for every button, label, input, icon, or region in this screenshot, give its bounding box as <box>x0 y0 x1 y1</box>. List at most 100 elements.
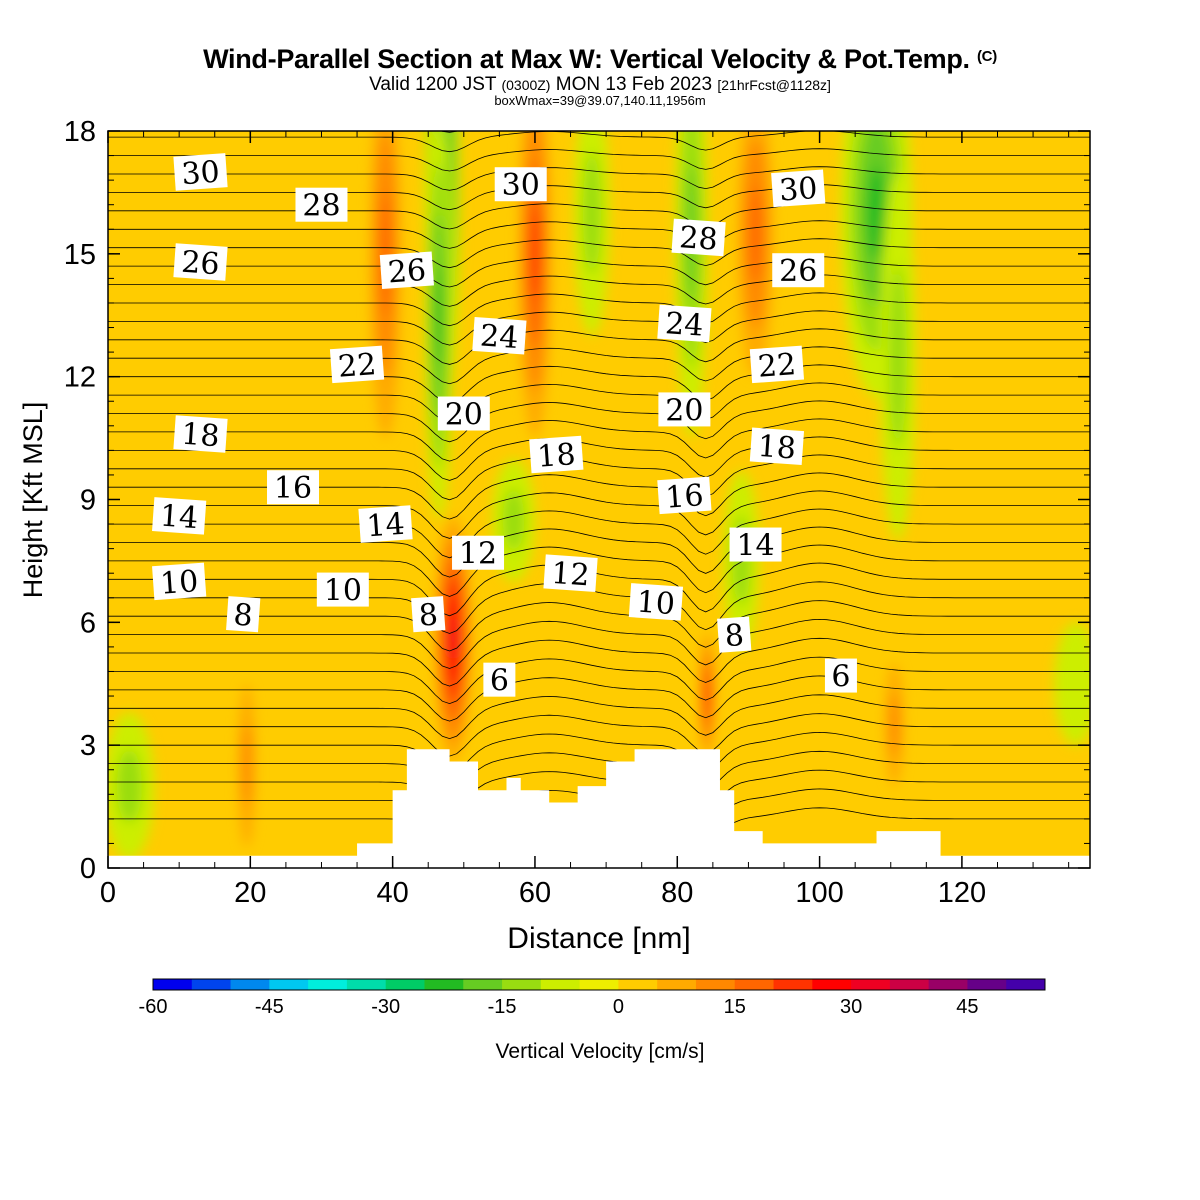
theta-label-text: 14 <box>365 507 406 545</box>
isentrope <box>108 400 1090 443</box>
y-tick-label: 15 <box>64 239 96 271</box>
colorbar-tick-label: 15 <box>724 996 746 1018</box>
w-contour <box>888 264 907 449</box>
isentrope <box>108 436 1090 481</box>
w-contour <box>435 264 443 367</box>
theta-label-text: 22 <box>757 347 798 385</box>
theta-label: 24 <box>472 316 527 356</box>
axes: 0 20 40 60 80 100 120 0 3 6 9 12 15 18 <box>64 116 1090 909</box>
chart-title: Wind-Parallel Section at Max W: Vertical… <box>0 44 1200 75</box>
theta-label-box <box>771 169 826 208</box>
theta-label-box <box>824 658 857 693</box>
theta-label-box <box>452 535 505 570</box>
isentrope <box>108 581 1090 634</box>
x-tick-label: 20 <box>234 877 266 909</box>
theta-label-text: 20 <box>445 398 483 433</box>
colorbar-swatch <box>812 979 852 990</box>
y-tick-label: 6 <box>80 607 96 639</box>
colorbar: -60 -45 -30 -15 0 15 30 45 <box>139 978 1046 1018</box>
isentrope <box>108 562 1090 617</box>
isentrope <box>440 131 708 133</box>
theta-label-box <box>411 596 446 633</box>
colorbar-swatch <box>463 979 503 990</box>
colorbar-swatch <box>424 979 464 990</box>
theta-label: 8 <box>411 596 446 634</box>
theta-label-text: 10 <box>159 564 200 602</box>
isentrope <box>108 750 1090 792</box>
theta-label-box <box>152 497 207 535</box>
x-axis-label: Distance [nm] <box>507 922 690 955</box>
isentrope <box>108 364 1090 404</box>
theta-label: 26 <box>173 243 228 283</box>
isentrope <box>108 694 1090 740</box>
theta-label-box <box>267 470 320 505</box>
colorbar-swatch <box>734 979 775 990</box>
y-tick-label: 3 <box>80 730 96 762</box>
isentrope <box>108 508 1090 559</box>
w-contour <box>116 749 142 823</box>
boxwmax-line: boxWmax=39@39.07,140.11,1956m <box>494 93 706 108</box>
isentrope <box>108 731 1090 775</box>
theta-label-box <box>729 527 782 562</box>
w-contour <box>450 618 457 660</box>
colorbar-swatch <box>385 979 425 990</box>
isentrope <box>108 637 1090 687</box>
theta-label: 10 <box>152 562 207 602</box>
theta-label-box <box>749 427 805 466</box>
theta-label: 10 <box>316 572 369 609</box>
isentrope <box>108 202 1090 230</box>
theta-label: 20 <box>437 396 490 433</box>
theta-label: 10 <box>628 583 684 623</box>
theta-label-box <box>628 583 684 621</box>
theta-label: 16 <box>267 470 320 506</box>
colorbar-swatch <box>346 979 387 990</box>
theta-label: 24 <box>657 304 712 344</box>
isentrope-lines <box>108 131 1090 845</box>
theta-label-box <box>173 415 228 453</box>
isentrope <box>108 382 1090 423</box>
theta-label-box <box>152 562 207 601</box>
theta-label-text: 26 <box>779 254 817 289</box>
theta-label: 20 <box>658 392 711 428</box>
theta-label-text: 16 <box>664 478 705 516</box>
theta-label: 30 <box>494 167 547 203</box>
colorbar-swatch <box>773 979 813 990</box>
w-contour <box>889 693 899 756</box>
theta-label-box <box>316 572 369 607</box>
colorbar-swatch <box>851 979 891 990</box>
theta-label-text: 14 <box>736 529 774 564</box>
theta-label-box <box>379 251 434 289</box>
theta-label-box <box>658 392 711 427</box>
isentrope <box>108 238 1090 269</box>
theta-label-text: 30 <box>778 171 819 209</box>
theta-label-box <box>717 616 752 653</box>
isentrope <box>108 656 1090 705</box>
isentrope <box>108 274 1090 307</box>
theta-label-text: 10 <box>636 585 677 623</box>
y-tick-label: 9 <box>80 485 96 517</box>
theta-label-box <box>437 396 490 431</box>
valid-time-line: Valid 1200 JST (0300Z) MON 13 Feb 2023 [… <box>0 74 1200 96</box>
velocity-field <box>108 131 1090 868</box>
isentrope <box>108 310 1090 346</box>
theta-label: 18 <box>749 427 805 467</box>
colorbar-swatch <box>269 979 309 990</box>
theta-label-text: 6 <box>831 660 850 695</box>
colorbar-tick-label: -15 <box>488 996 517 1018</box>
theta-label-text: 18 <box>536 437 577 475</box>
isentrope <box>108 292 1090 327</box>
colorbar-swatch <box>579 979 619 990</box>
theta-label: 30 <box>173 153 228 192</box>
colorbar-tick-label: -60 <box>139 996 168 1018</box>
theta-label: 14 <box>729 527 782 564</box>
theta-label-box <box>295 187 348 222</box>
valid-utc: (0300Z) <box>501 77 551 93</box>
isentrope <box>108 769 1090 810</box>
colorbar-swatch <box>153 979 193 990</box>
theta-label-text: 26 <box>180 245 221 283</box>
isentrope <box>108 166 1090 191</box>
x-tick-label: 40 <box>377 877 409 909</box>
colorbar-swatch <box>695 979 736 990</box>
isentrope <box>108 454 1090 501</box>
theta-label: 6 <box>824 658 857 695</box>
